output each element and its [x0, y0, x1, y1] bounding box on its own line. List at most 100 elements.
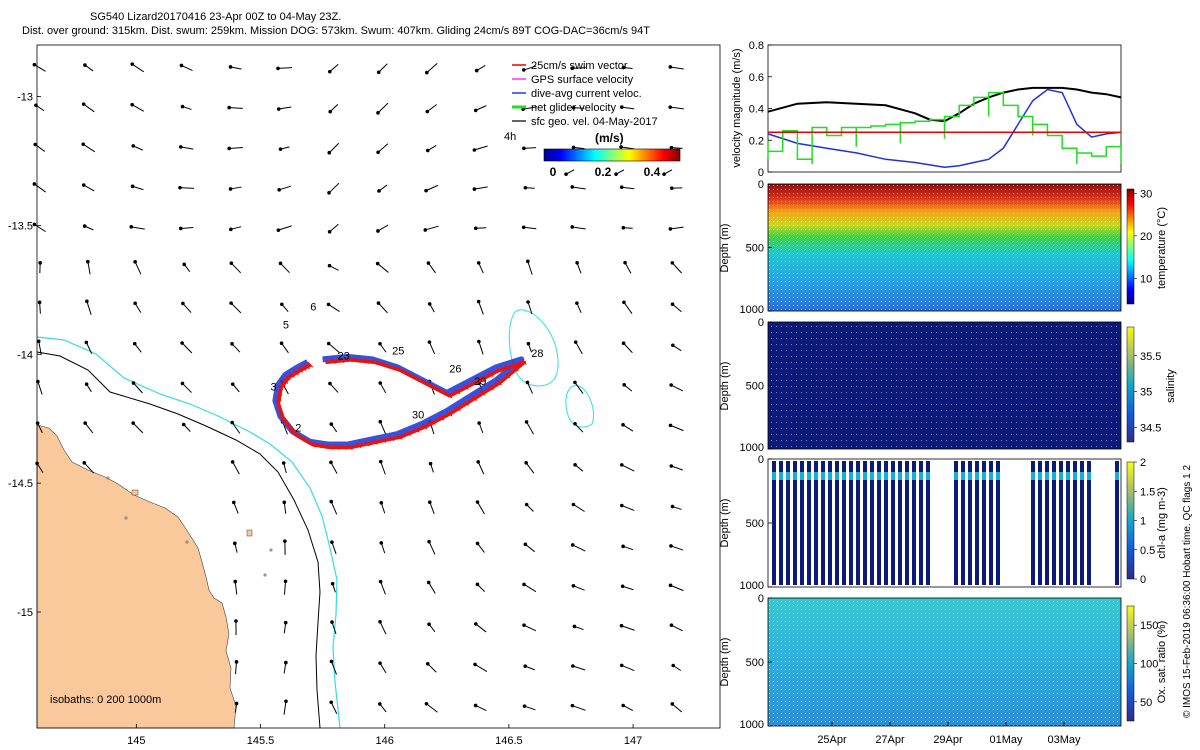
swim-vector	[277, 384, 284, 391]
velocity-arrow-tail	[130, 62, 135, 66]
swim-vector	[330, 358, 336, 365]
velocity-ytick-label: 0.8	[749, 40, 764, 52]
swim-vector	[347, 356, 353, 363]
velocity-arrow	[621, 505, 635, 511]
velocity-arrow-tail	[81, 183, 86, 187]
chlorophyll-max-layer	[961, 472, 965, 480]
depth-tick-label: 1000	[740, 580, 764, 592]
velocity-arrow-tail	[234, 701, 239, 706]
velocity-arrow-tail	[668, 423, 673, 428]
swim-vector	[512, 361, 519, 368]
velocity-arrow-tail	[475, 541, 480, 546]
svg-text:25cm/s swim vector: 25cm/s swim vector	[531, 60, 628, 72]
velocity-arrow	[328, 343, 340, 353]
velocity-arrow	[475, 623, 487, 633]
swim-vector	[421, 423, 428, 430]
velocity-arrow-tail	[575, 260, 579, 265]
velocity-arrow	[379, 382, 387, 394]
day-label: 29	[474, 376, 486, 388]
velocity-arrow-tail	[330, 620, 334, 624]
velocity-arrow-tail	[329, 659, 334, 664]
velocity-arrow-tail	[668, 105, 673, 109]
swim-vector	[363, 358, 370, 364]
chlorophyll-profile	[1066, 461, 1070, 585]
velocity-arrow	[131, 63, 145, 73]
velocity-arrow-tail	[571, 145, 576, 150]
velocity-arrow	[329, 223, 339, 233]
velocity-arrow	[478, 262, 484, 274]
velocity-arrow	[380, 581, 386, 595]
salinity-colorbar-label: salinity	[1165, 369, 1177, 403]
velocity-arrow	[230, 186, 242, 190]
figure-title: SG540 Lizard20170416 23-Apr 00Z to 04-Ma…	[90, 11, 342, 23]
velocity-arrow	[134, 261, 142, 275]
velocity-arrow	[235, 661, 237, 675]
chlorophyll-profile	[807, 461, 811, 585]
chlorophyll-max-layer	[1038, 472, 1042, 480]
chlorophyll-profile	[800, 461, 804, 585]
velocity-arrow-tail	[575, 301, 579, 305]
velocity-arrow	[280, 262, 290, 274]
velocity-arrow	[328, 182, 340, 194]
velocity-arrow-tail	[327, 150, 332, 155]
velocity-arrow-tail	[83, 63, 87, 67]
velocity-arrow	[329, 383, 339, 393]
velocity-arrow	[379, 662, 387, 674]
velocity-arrow	[36, 463, 44, 473]
velocity-arrow-tail	[277, 187, 281, 192]
chlorophyll-profile	[982, 461, 986, 585]
velocity-arrow-tail	[620, 503, 624, 508]
velocity-arrow	[670, 584, 684, 592]
velocity-arrow	[425, 184, 439, 192]
velocity-arrow	[622, 585, 634, 591]
velocity-arrow-tail	[476, 299, 481, 304]
velocity-arrow-tail	[329, 700, 334, 705]
map-panel: 5 6 3 2 30 29 26 25 23 28 145 145.5 146 146.5 147 -13 -…	[8, 44, 721, 747]
velocity-arrow-tail	[669, 544, 673, 548]
chlorophyll-max-layer	[821, 472, 825, 480]
chlorophyll-max-layer	[1059, 472, 1063, 480]
velocity-arrow	[525, 462, 535, 474]
velocity-arrow-tail	[178, 185, 182, 190]
velocity-arrow-tail	[522, 68, 526, 72]
velocity-arrow-tail	[229, 227, 233, 232]
colorbar-tick-2: 0.4	[644, 165, 661, 179]
velocity-arrow	[328, 142, 340, 154]
velocity-arrow	[670, 384, 684, 392]
velocity-arrow	[671, 147, 683, 149]
chlorophyll-profile	[898, 461, 902, 585]
swim-vector	[297, 366, 304, 373]
swim-vector	[454, 405, 461, 412]
velocity-ytick-label: 0.6	[749, 72, 764, 84]
swim-vector	[321, 443, 328, 450]
velocity-arrow-tail	[570, 66, 575, 71]
velocity-arrow	[527, 261, 533, 275]
section-axis-ticks: 050010001020300500100034.53535.505001000…	[740, 179, 1162, 746]
velocity-ytick-label: 0.2	[749, 135, 764, 147]
velocity-arrow	[84, 422, 94, 434]
chlorophyll-profile	[1059, 461, 1063, 585]
velocity-arrow	[523, 106, 537, 110]
velocity-arrow-tail	[32, 182, 37, 186]
velocity-arrow	[82, 143, 96, 153]
velocity-arrow-tail	[329, 422, 334, 426]
chlorophyll-profile	[961, 461, 965, 585]
swim-vector	[413, 375, 419, 382]
swim-vector	[396, 366, 403, 373]
chlorophyll-profile	[968, 461, 972, 585]
velocity-arrow-tail	[81, 142, 85, 146]
depth-tick-label: 1000	[740, 719, 764, 731]
velocity-line-current	[767, 88, 1122, 168]
chlorophyll-max-layer	[828, 472, 832, 480]
velocity-arrow	[86, 301, 92, 315]
swim-vector	[405, 430, 411, 437]
swim-vector	[429, 419, 436, 425]
chlorophyll-max-layer	[1087, 472, 1091, 480]
velocity-arrow-tail	[130, 102, 134, 107]
velocity-arrow-tail	[378, 619, 382, 624]
chlorophyll-max-layer	[968, 472, 972, 480]
swim-vector	[315, 442, 322, 449]
chlorophyll-max-layer	[912, 472, 916, 480]
velocity-arrow	[131, 104, 145, 112]
velocity-arrow-tail	[525, 380, 530, 385]
